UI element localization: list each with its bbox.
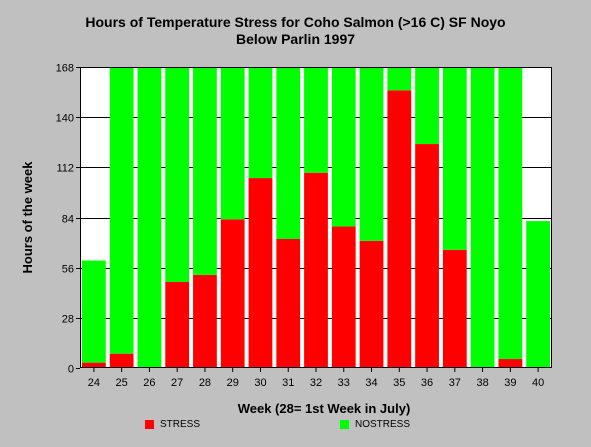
bar-nostress-week-33 (331, 67, 356, 227)
bar-stress-week-39 (498, 359, 523, 368)
bar-nostress-week-40 (526, 221, 550, 368)
legend-label-stress: STRESS (160, 419, 201, 430)
x-tick-label: 31 (282, 377, 294, 389)
y-tick-label: 56 (62, 264, 74, 276)
y-axis-label: Hours of the week (20, 161, 35, 274)
legend-swatch-nostress (340, 420, 349, 429)
x-tick-label: 33 (338, 377, 350, 389)
x-tick-label: 40 (532, 377, 544, 389)
plot-frame (80, 67, 552, 368)
x-tick-label: 34 (365, 377, 377, 389)
bar-nostress-week-27 (165, 67, 190, 282)
x-tick-label: 35 (393, 377, 405, 389)
y-tick-label: 112 (56, 163, 74, 175)
bar-stress-week-33 (331, 226, 356, 368)
bar-stress-week-29 (220, 219, 245, 368)
bar-stress-week-35 (387, 90, 412, 369)
bar-stress-week-27 (165, 282, 190, 368)
bar-stress-week-25 (109, 353, 134, 368)
bar-stress-week-32 (304, 172, 328, 368)
x-tick-label: 39 (504, 377, 516, 389)
chart-title-line-1: Hours of Temperature Stress for Coho Sal… (85, 14, 506, 30)
bar-nostress-week-39 (498, 67, 523, 360)
chart-title-line-2: Below Parlin 1997 (235, 31, 356, 47)
x-tick-label: 30 (254, 377, 266, 389)
bar-nostress-week-34 (359, 67, 384, 241)
bar-nostress-week-36 (415, 67, 439, 145)
bar-nostress-week-38 (470, 67, 495, 368)
legend-item-nostress: NOSTRESS (340, 419, 410, 430)
bar-nostress-week-29 (220, 67, 245, 220)
bar-nostress-week-32 (304, 67, 328, 173)
bar-nostress-week-31 (276, 67, 301, 239)
y-tick-label: 84 (62, 214, 74, 226)
legend-item-stress: STRESS (145, 419, 200, 430)
bar-stress-week-37 (442, 249, 467, 368)
bar-group (82, 67, 550, 369)
y-tick-label: 28 (62, 314, 74, 326)
bar-nostress-week-25 (109, 67, 134, 354)
x-tick-label: 24 (88, 377, 100, 389)
y-axis: 0 28 56 84 112 140 168 (56, 63, 80, 376)
x-tick-label: 37 (449, 377, 461, 389)
y-tick-label: 140 (56, 113, 74, 125)
y-tick-label: 0 (68, 364, 74, 376)
legend-swatch-stress (145, 420, 154, 429)
bar-stress-week-24 (82, 362, 106, 368)
bar-stress-week-30 (248, 178, 273, 368)
x-tick-label: 26 (143, 377, 155, 389)
y-tick-label: 168 (56, 63, 74, 75)
bar-stress-week-34 (359, 240, 384, 368)
x-tick-label: 32 (310, 377, 322, 389)
x-tick-label: 36 (421, 377, 433, 389)
x-tick-label: 28 (199, 377, 211, 389)
bar-stress-week-28 (193, 274, 217, 368)
bar-nostress-week-37 (442, 67, 467, 250)
x-tick-label: 38 (476, 377, 488, 389)
x-axis: 24 25 26 27 28 29 30 31 32 33 34 35 36 37 38 39 40 (88, 368, 544, 389)
bar-nostress-week-24 (82, 260, 106, 363)
bar-nostress-week-30 (248, 67, 273, 179)
x-axis-label: Week (28= 1st Week in July) (238, 401, 411, 416)
bar-stress-week-31 (276, 239, 301, 368)
bar-nostress-week-26 (137, 67, 162, 368)
bar-nostress-week-35 (387, 67, 412, 91)
bar-nostress-week-28 (193, 67, 217, 275)
x-tick-label: 29 (227, 377, 239, 389)
x-tick-label: 27 (171, 377, 183, 389)
chart-title: Hours of Temperature Stress for Coho Sal… (0, 14, 591, 48)
bar-stress-week-36 (415, 144, 439, 368)
x-tick-label: 25 (116, 377, 128, 389)
legend-label-nostress: NOSTRESS (355, 419, 411, 430)
